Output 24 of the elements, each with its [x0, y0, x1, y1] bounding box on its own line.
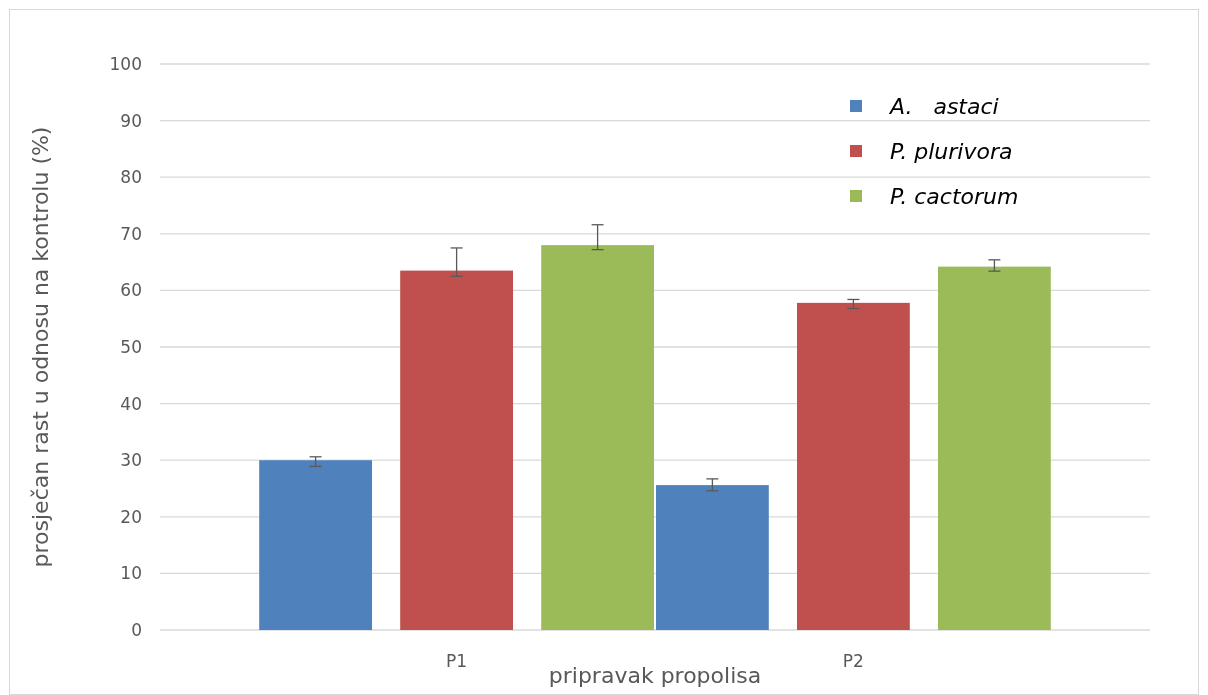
- y-tick-label: 30: [120, 450, 142, 471]
- x-axis-title: pripravak propolisa: [548, 663, 762, 688]
- y-tick-label: 40: [120, 393, 142, 414]
- x-tick-label: P2: [842, 651, 864, 671]
- bar: [797, 302, 910, 630]
- y-tick-label: 50: [120, 336, 142, 357]
- legend-label: P. plurivora: [890, 138, 1013, 164]
- legend-label: P. cactorum: [890, 183, 1019, 209]
- bar: [938, 266, 1051, 630]
- bar: [541, 245, 655, 630]
- y-tick-label: 0: [131, 619, 142, 640]
- bar: [259, 460, 372, 630]
- y-tick-label: 60: [120, 280, 142, 301]
- y-tick-label: 80: [120, 167, 142, 188]
- y-tick-label: 100: [109, 53, 142, 74]
- y-axis-title: prosječan rast u odnosu na kontrolu (%): [28, 126, 53, 568]
- y-tick-label: 70: [120, 223, 142, 244]
- bar: [655, 485, 769, 630]
- legend-label: A. astaci: [888, 93, 999, 119]
- x-tick-label: P1: [446, 651, 468, 671]
- y-tick-label: 10: [120, 563, 142, 584]
- bar: [400, 270, 514, 630]
- y-tick-label: 90: [120, 110, 142, 131]
- y-tick-label: 20: [120, 506, 142, 527]
